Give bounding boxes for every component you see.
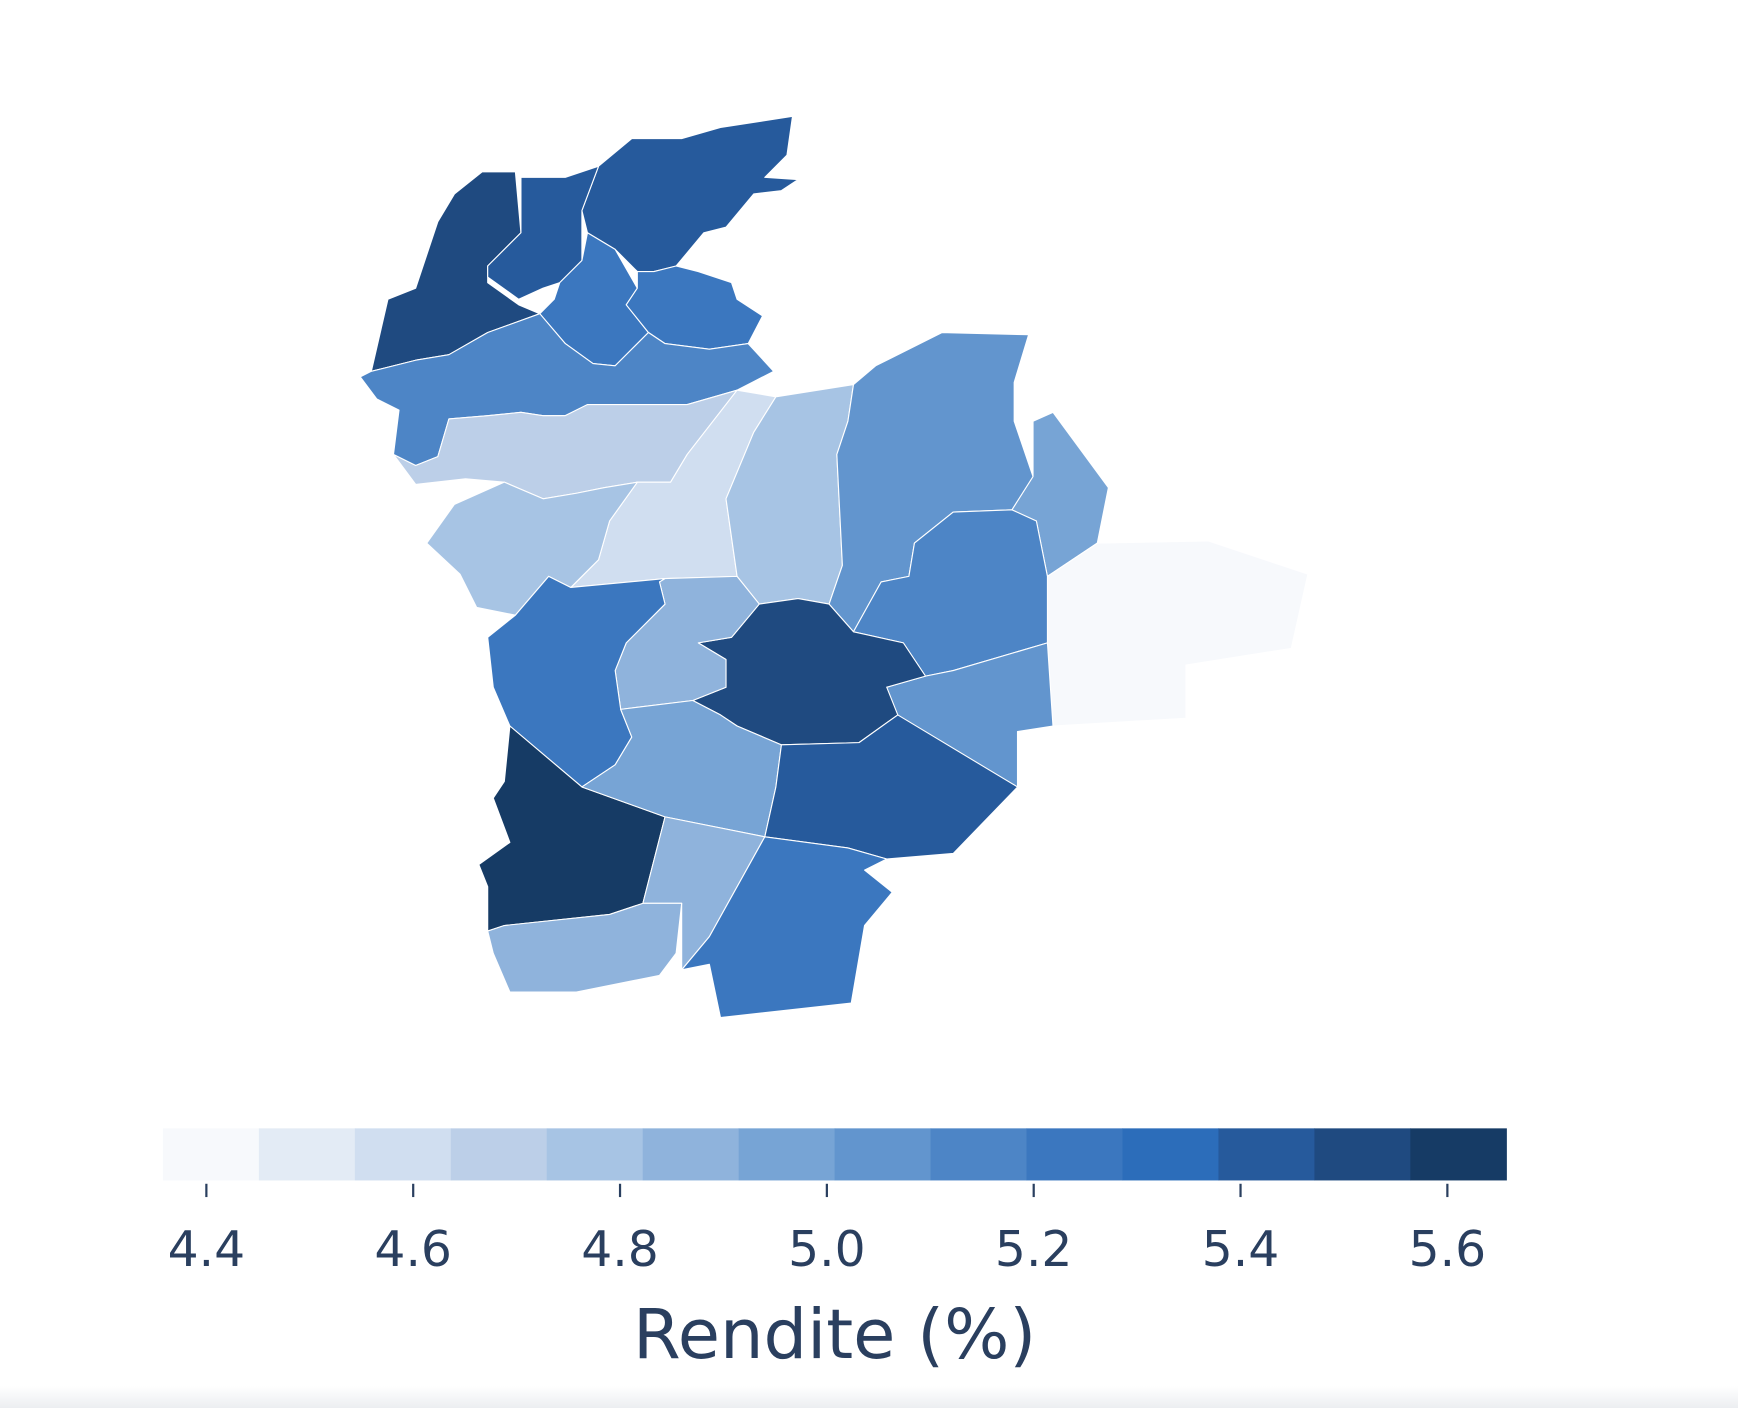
colorbar-bin xyxy=(450,1128,548,1181)
colorbar-bin xyxy=(258,1128,356,1181)
colorbar-tick-label: 5.0 xyxy=(788,1222,866,1278)
map xyxy=(359,115,1309,1019)
colorbar-title: Rendite (%) xyxy=(633,1295,1036,1375)
colorbar-tick-label: 4.8 xyxy=(581,1222,659,1278)
window-edge xyxy=(0,1386,1738,1408)
chart-body: 4.4 4.6 4.8 5.0 5.2 5.4 5.6 Rendite (%) xyxy=(162,115,1507,1375)
colorbar-bin xyxy=(354,1128,452,1181)
colorbar-tick-label: 5.4 xyxy=(1202,1222,1280,1278)
colorbar-bin xyxy=(738,1128,836,1181)
colorbar-bin xyxy=(1026,1128,1124,1181)
colorbar-bin xyxy=(162,1128,260,1181)
colorbar-bin xyxy=(642,1128,740,1181)
colorbar-bin xyxy=(1122,1128,1220,1181)
colorbar-tick-label: 4.4 xyxy=(168,1222,246,1278)
colorbar-tick-label: 5.6 xyxy=(1409,1222,1487,1278)
colorbar: 4.4 4.6 4.8 5.0 5.2 5.4 5.6 xyxy=(162,1128,1507,1278)
colorbar-bin xyxy=(930,1128,1028,1181)
region xyxy=(487,902,683,993)
colorbar-bin xyxy=(1314,1128,1411,1181)
region xyxy=(625,265,764,350)
region xyxy=(764,714,1019,860)
region xyxy=(426,481,638,616)
region xyxy=(487,165,600,300)
region xyxy=(681,836,893,1019)
colorbar-bin xyxy=(546,1128,644,1181)
region xyxy=(1046,540,1309,727)
colorbar-bin xyxy=(1218,1128,1315,1181)
colorbar-bin xyxy=(1410,1128,1507,1181)
colorbar-tick-label: 4.6 xyxy=(374,1222,452,1278)
colorbar-bin xyxy=(834,1128,932,1181)
colorbar-tick-label: 5.2 xyxy=(995,1222,1073,1278)
